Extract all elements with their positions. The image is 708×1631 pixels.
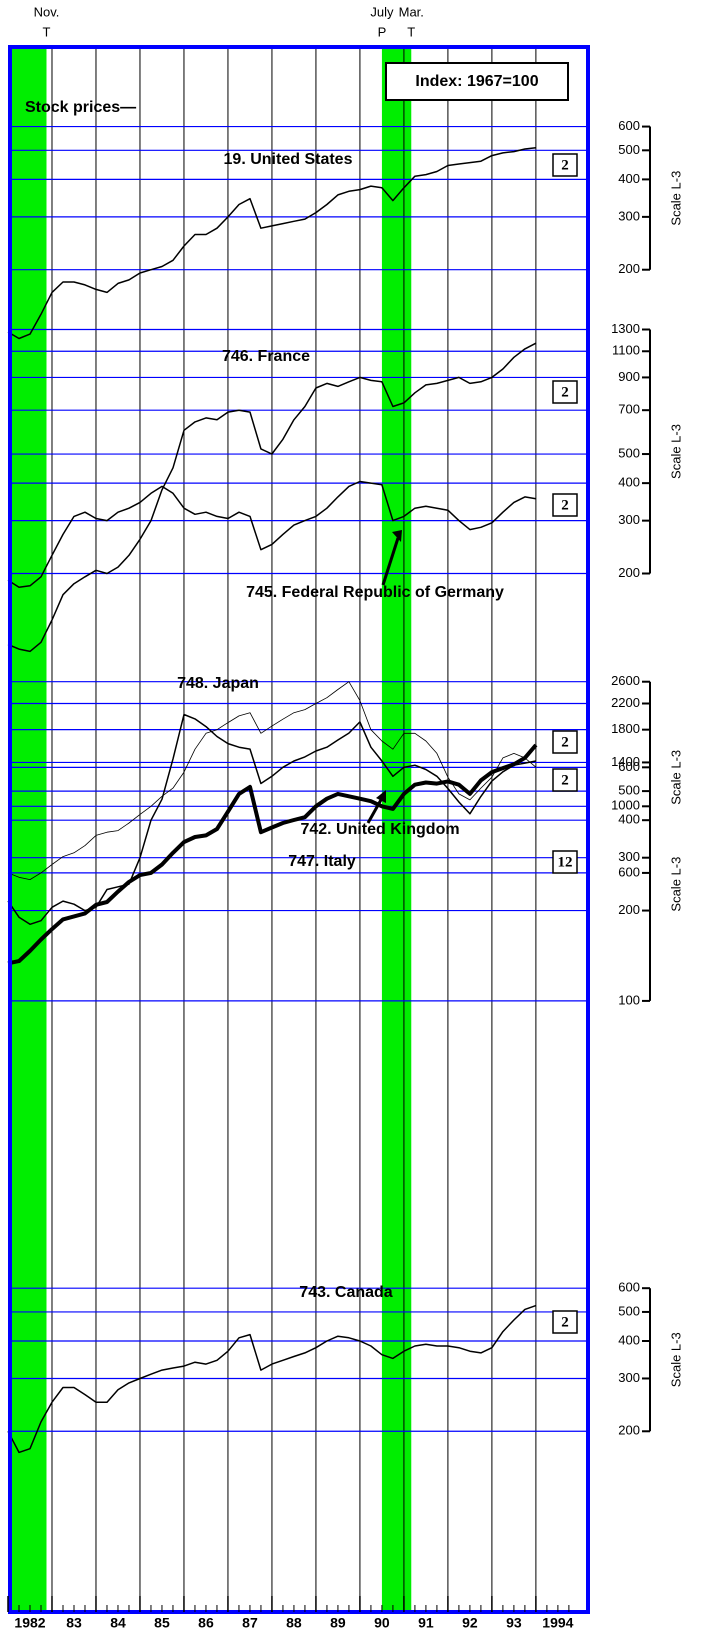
y-tick-label: 600: [618, 864, 640, 879]
y-tick-label: 500: [618, 142, 640, 157]
y-tick-label: 300: [618, 849, 640, 864]
arrow: [381, 537, 400, 586]
series-line: [7, 681, 537, 880]
y-axis-label: Scale L-3: [668, 750, 683, 805]
y-tick-label: 400: [618, 812, 640, 827]
y-tick-label: 1000: [611, 798, 640, 813]
recession-shade: [381, 47, 412, 1612]
y-tick-label: 100: [618, 992, 640, 1007]
arrowhead: [392, 530, 402, 542]
series-label: 746. France: [222, 348, 310, 365]
x-tick-label: 85: [154, 1615, 170, 1631]
shading-layer: [8, 47, 412, 1612]
grid-layer: [8, 47, 590, 1612]
note-box: [385, 62, 569, 101]
series-note: 2: [561, 497, 569, 513]
arrow: [366, 797, 384, 824]
series-line: [7, 743, 538, 966]
series-label: 19. United States: [224, 151, 353, 168]
y-tick-label: 300: [618, 1370, 640, 1385]
y-tick-label: 700: [618, 402, 640, 417]
series-label: 745. Federal Republic of Germany: [246, 584, 504, 601]
frame: [8, 45, 590, 1614]
note-box: [552, 850, 578, 874]
y-tick-label: 500: [618, 1303, 640, 1318]
x-tick-label: 87: [242, 1615, 258, 1631]
y-tick-label: 200: [618, 1423, 640, 1438]
turning-kind: T: [43, 24, 51, 39]
x-tick-label: 1982: [14, 1615, 45, 1631]
x-tick-label: 86: [198, 1615, 214, 1631]
note-box: [552, 768, 578, 792]
y-tick-label: 400: [618, 171, 640, 186]
turning-month: July: [370, 4, 394, 19]
turning-kind: P: [378, 24, 387, 39]
series-label: 747. Italy: [288, 853, 356, 870]
y-tick-label: 600: [618, 1280, 640, 1295]
note-box: [552, 153, 578, 177]
x-tick-label: 1994: [542, 1615, 573, 1631]
series-note: 2: [561, 157, 569, 173]
y-tick-label: 400: [618, 475, 640, 490]
note-box: [552, 730, 578, 754]
y-tick-label: 200: [618, 902, 640, 917]
y-tick-label: 1400: [611, 754, 640, 769]
y-tick-label: 600: [618, 118, 640, 133]
x-tick-label: 90: [374, 1615, 390, 1631]
y-tick-label: 400: [618, 1332, 640, 1347]
series-note: 2: [561, 772, 569, 788]
series-note: 2: [561, 384, 569, 400]
series-layer: [7, 146, 538, 1454]
series-line: [7, 713, 537, 926]
series-line: [7, 1304, 537, 1454]
series-line: [7, 342, 537, 653]
y-tick-label: 1800: [611, 721, 640, 736]
series-label: 743. Canada: [299, 1284, 392, 1301]
series-label: 748. Japan: [177, 675, 259, 692]
note-box: [552, 493, 578, 517]
y-tick-label: 300: [618, 512, 640, 527]
series-note: 2: [561, 734, 569, 750]
turning-month: Nov.: [34, 4, 60, 19]
overlay-layer: Stock prices— Index: 1967=100 Nov. T July P…: [7, 4, 683, 1631]
y-tick-label: 600: [618, 759, 640, 774]
x-tick-label: 84: [110, 1615, 126, 1631]
series-note: 12: [558, 854, 573, 870]
y-tick-label: 500: [618, 783, 640, 798]
y-tick-label: 1100: [612, 343, 640, 358]
x-tick-label: 89: [330, 1615, 346, 1631]
recession-shade: [8, 47, 47, 1612]
y-tick-label: 500: [618, 445, 640, 460]
note-box: [552, 1310, 578, 1334]
y-tick-label: 300: [618, 208, 640, 223]
series-label: 742. United Kingdom: [300, 821, 459, 838]
y-tick-label: 2600: [611, 673, 640, 688]
turning-month: Mar.: [399, 4, 424, 19]
turning-kind: T: [407, 24, 415, 39]
arrowhead: [376, 790, 386, 803]
y-tick-label: 200: [618, 261, 640, 276]
series-line: [7, 480, 537, 588]
note-box: [552, 380, 578, 404]
series-note: 2: [561, 1314, 569, 1330]
x-tick-label: 88: [286, 1615, 302, 1631]
x-tick-label: 92: [462, 1615, 478, 1631]
y-axis-label: Scale L-3: [668, 857, 683, 912]
series-line: [7, 146, 536, 340]
chart-title: Stock prices—: [25, 99, 136, 116]
index-note: Index: 1967=100: [415, 73, 538, 90]
y-axis-label: Scale L-3: [668, 424, 683, 479]
x-tick-label: 91: [418, 1615, 434, 1631]
y-tick-label: 900: [618, 369, 640, 384]
x-tick-label: 93: [506, 1615, 522, 1631]
y-axis-label: Scale L-3: [668, 171, 683, 226]
y-tick-label: 1300: [611, 321, 640, 336]
y-tick-label: 200: [618, 565, 640, 580]
y-tick-label: 2200: [611, 695, 640, 710]
y-axis-label: Scale L-3: [668, 1332, 683, 1387]
x-tick-label: 83: [66, 1615, 82, 1631]
